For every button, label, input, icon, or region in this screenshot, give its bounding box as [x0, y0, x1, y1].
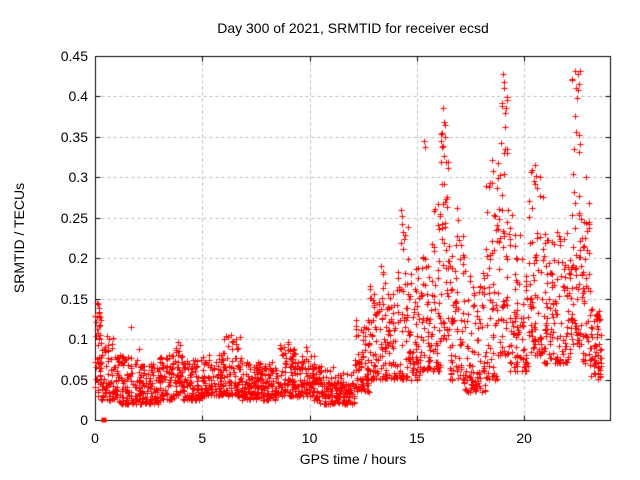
x-tick-label: 5	[198, 430, 207, 446]
x-tick-label: 0	[91, 430, 99, 446]
y-tick-label: 0.45	[60, 48, 88, 64]
y-axis-label: SRMTID / TECUs	[11, 182, 27, 294]
x-tick-label: 20	[516, 430, 532, 446]
y-tick-label: 0.05	[60, 371, 88, 388]
x-tick-label: 15	[409, 430, 425, 446]
y-tick-label: 0.4	[68, 88, 88, 105]
x-tick-label: 10	[301, 430, 318, 446]
chart-title: Day 300 of 2021, SRMTID for receiver ecs…	[217, 20, 489, 36]
y-tick-label: 0.1	[68, 331, 88, 348]
y-tick-label: 0.3	[68, 169, 88, 186]
y-tick-label: 0	[80, 412, 88, 428]
x-axis-label: GPS time / hours	[299, 451, 407, 467]
y-tick-label: 0.35	[60, 128, 88, 145]
y-tick-label: 0.25	[60, 209, 88, 226]
y-tick-label: 0.15	[60, 290, 88, 307]
y-tick-label: 0.2	[68, 250, 88, 267]
